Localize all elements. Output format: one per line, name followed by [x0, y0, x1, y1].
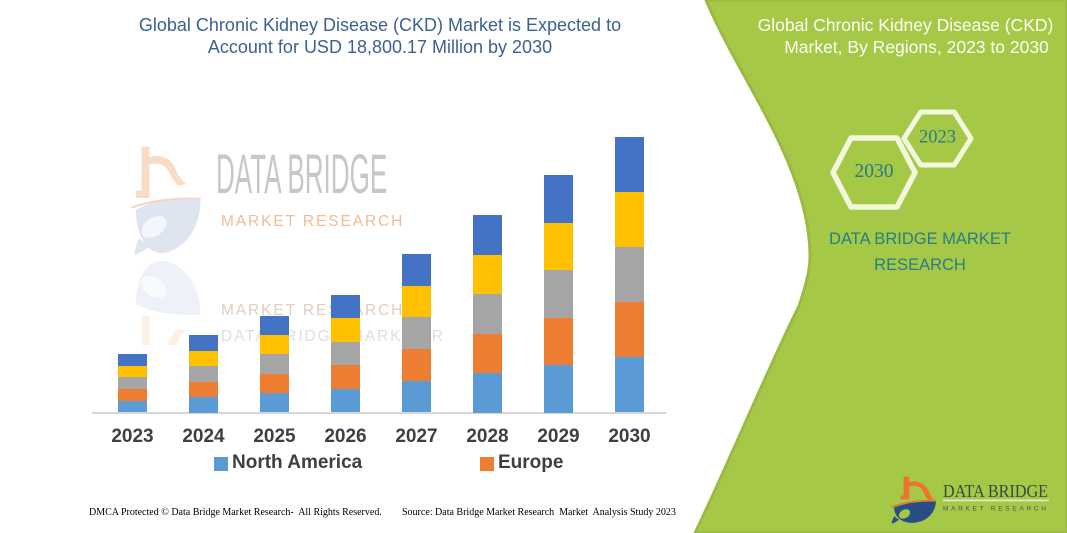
svg-text:DATA BRIDGE: DATA BRIDGE [943, 481, 1048, 501]
svg-text:MARKET RESEARCH: MARKET RESEARCH [943, 506, 1046, 513]
svg-text:2023: 2023 [919, 128, 956, 148]
svg-text:2030: 2030 [855, 161, 894, 182]
